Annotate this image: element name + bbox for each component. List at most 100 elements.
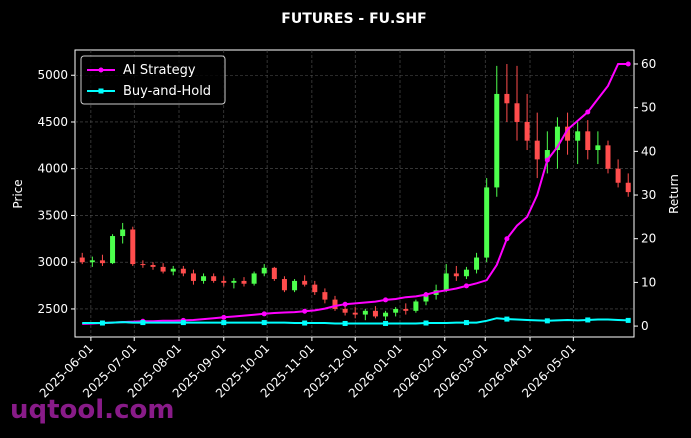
candle-body — [393, 308, 399, 313]
candle-body — [554, 126, 560, 151]
y2-tick-label: 30 — [641, 188, 656, 202]
candle-body — [443, 273, 449, 291]
candle-body — [352, 312, 358, 315]
legend-box — [80, 55, 226, 105]
candle-body — [524, 121, 530, 141]
y2-axis-label: Return — [667, 174, 681, 214]
candle-body — [79, 257, 85, 263]
candle-body — [261, 267, 267, 274]
candle-body — [403, 308, 409, 311]
candle-body — [544, 150, 550, 160]
series-marker — [544, 318, 550, 324]
candle-body — [565, 126, 571, 141]
y2-tick-label: 50 — [641, 101, 656, 115]
series-marker — [383, 297, 389, 303]
series-marker — [585, 109, 591, 115]
candle-body — [423, 294, 429, 302]
candle-body — [140, 264, 146, 266]
y2-tick-label: 60 — [641, 57, 656, 71]
series-marker — [302, 320, 308, 326]
candle-body — [312, 284, 318, 293]
candle-body — [180, 268, 186, 274]
series-marker — [504, 316, 510, 322]
candle-body — [120, 229, 126, 237]
series-marker — [302, 308, 308, 314]
series-marker — [140, 320, 146, 326]
candle-body — [190, 273, 196, 281]
series-marker — [463, 283, 469, 289]
series-marker — [463, 320, 469, 326]
y-tick-label: 5000 — [37, 68, 68, 82]
candle-body — [271, 267, 277, 280]
candle-body — [514, 103, 520, 122]
candle-body — [534, 140, 540, 160]
candle-body — [413, 301, 419, 311]
candle-body — [332, 299, 338, 309]
series-marker — [383, 320, 389, 326]
series-marker — [261, 311, 267, 317]
candle-body — [89, 260, 95, 263]
candle-body — [201, 276, 207, 281]
candle-body — [474, 257, 480, 270]
candle-body — [463, 269, 469, 277]
legend-label: Buy-and-Hold — [123, 84, 211, 99]
candle-body — [625, 182, 631, 193]
series-marker — [544, 157, 550, 163]
y-tick-label: 3000 — [37, 255, 68, 269]
series-line — [82, 63, 629, 325]
series-marker — [504, 236, 510, 242]
series-marker — [423, 320, 429, 326]
candle-body — [251, 273, 257, 284]
series-line — [82, 317, 629, 325]
candle-body — [504, 93, 510, 104]
legend: AI Strategy Buy-and-Hold — [80, 55, 226, 105]
candle-body — [130, 229, 136, 265]
candle-body — [615, 168, 621, 183]
y2-tick-label: 20 — [641, 232, 656, 246]
candle-body — [99, 260, 105, 264]
series-marker — [221, 314, 227, 320]
candle-body — [170, 268, 176, 272]
chart-title: FUTURES - FU.SHF — [281, 11, 426, 27]
series-marker — [585, 317, 591, 323]
candle-body — [211, 276, 217, 281]
candle-body — [231, 280, 237, 283]
y2-tick-label: 10 — [641, 275, 656, 289]
candle-body — [575, 131, 581, 141]
y2-tick-label: 0 — [641, 319, 649, 333]
candle-body — [281, 279, 287, 291]
candle-body — [494, 93, 500, 188]
series-marker — [625, 317, 631, 323]
candle-body — [160, 266, 166, 272]
candle-body — [302, 280, 308, 285]
candle-body — [585, 131, 591, 151]
candle-body — [372, 310, 378, 317]
y2-tick-label: 40 — [641, 144, 656, 158]
candle-body — [110, 236, 116, 264]
y-tick-label: 3500 — [37, 208, 68, 222]
y-tick-label: 2500 — [37, 302, 68, 316]
legend-marker — [98, 88, 104, 94]
series-marker — [180, 320, 186, 326]
candle-body — [150, 265, 156, 267]
candle-body — [342, 308, 348, 313]
candle-body — [595, 145, 601, 151]
candle-body — [484, 187, 490, 258]
series-marker — [261, 320, 267, 326]
series-marker — [342, 301, 348, 307]
legend-label: AI Strategy — [123, 63, 196, 78]
candle-body — [362, 310, 368, 315]
candle-body — [292, 280, 298, 291]
y-tick-label: 4500 — [37, 115, 68, 129]
legend-marker — [98, 67, 104, 73]
y-tick-label: 4000 — [37, 162, 68, 176]
series-marker — [99, 320, 105, 326]
series-marker — [423, 292, 429, 298]
series-marker — [625, 61, 631, 67]
candle-body — [383, 312, 389, 317]
candle-body — [322, 292, 328, 300]
candle-body — [221, 280, 227, 283]
y-axis-label: Price — [11, 179, 25, 208]
